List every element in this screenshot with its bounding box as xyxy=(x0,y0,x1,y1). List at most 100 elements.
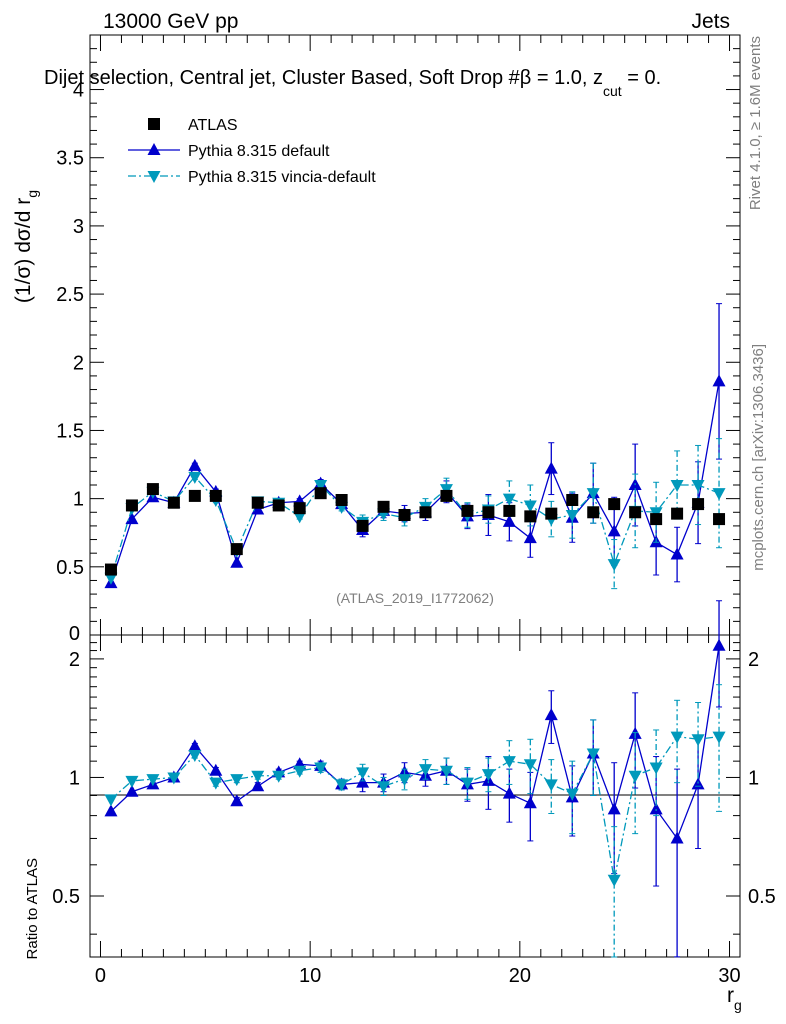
ratio-default-point xyxy=(523,796,537,809)
main-y-tick-label: 4 xyxy=(73,80,84,102)
legend-label: Pythia 8.315 default xyxy=(188,143,330,160)
x-label-sub: g xyxy=(734,997,742,1013)
ratio-vincia-point xyxy=(230,774,244,787)
main-data-point xyxy=(146,483,159,496)
ratio-y-tick-label: 2 xyxy=(69,649,80,671)
ratio-vincia-point xyxy=(398,774,412,787)
main-data-point xyxy=(440,489,453,502)
ratio-vincia-point xyxy=(418,764,432,777)
ratio-default-point xyxy=(251,779,265,792)
main-data-point xyxy=(482,506,495,519)
main-default-point xyxy=(523,531,537,544)
main-vincia-point xyxy=(502,493,516,506)
main-vincia-point xyxy=(314,480,328,492)
main-y-label-sub: g xyxy=(24,190,40,198)
ratio-vincia-point xyxy=(251,770,265,783)
main-data-point xyxy=(272,499,285,512)
main-series-group xyxy=(104,303,726,590)
ratio-vincia-point xyxy=(523,759,537,772)
main-data-point xyxy=(251,496,264,509)
main-data-point xyxy=(608,498,621,511)
ratio-vincia-point xyxy=(712,731,726,744)
ratio-default-point xyxy=(670,831,684,844)
ratio-y-tick-label: 0.5 xyxy=(52,886,80,908)
main-default-point xyxy=(712,374,726,387)
ratio-default-line xyxy=(110,645,720,840)
main-data-point xyxy=(188,489,201,502)
ratio-vincia-point xyxy=(544,779,558,792)
ratio-vincia-point xyxy=(502,756,516,769)
main-y-label-text: (1/σ) dσ/d r xyxy=(12,198,35,303)
ratio-default-point xyxy=(104,804,118,817)
main-default-point xyxy=(502,514,516,527)
main-data-point xyxy=(524,510,537,523)
legend-label: ATLAS xyxy=(188,117,238,134)
ratio-y-tick-label-right: 2 xyxy=(748,649,759,671)
ratio-default-point xyxy=(209,763,223,776)
main-vincia-point xyxy=(565,510,579,522)
ratio-default-point xyxy=(502,786,516,799)
main-y-tick-label: 1 xyxy=(73,489,84,511)
ratio-vincia-point xyxy=(670,731,684,744)
main-data-point xyxy=(209,489,222,502)
ratio-vincia-point xyxy=(565,788,579,801)
ratio-vincia-point xyxy=(607,874,621,887)
main-data-point xyxy=(335,494,348,506)
ratio-vincia-point xyxy=(272,770,286,783)
mcplots-label: mcplots.cern.ch [arXiv:1306.3436] xyxy=(750,344,767,571)
main-data-point xyxy=(398,509,411,521)
ratio-vincia-point xyxy=(481,769,495,782)
ratio-default-point xyxy=(356,775,370,788)
main-data-point xyxy=(713,513,726,526)
x-tick-label: 30 xyxy=(718,965,740,987)
legend-marker xyxy=(148,118,160,130)
ratio-vincia-point xyxy=(356,767,370,780)
main-data-point xyxy=(314,487,327,500)
subtitle-sub: cut xyxy=(603,83,622,99)
process-label: Jets xyxy=(691,10,730,33)
ratio-y-axis-label: Ratio to ATLAS xyxy=(24,858,41,959)
x-tick-label: 0 xyxy=(95,965,106,987)
main-data-point xyxy=(461,504,474,517)
ratio-default-point xyxy=(188,739,202,752)
ratio-default-point xyxy=(649,802,663,815)
main-vincia-point xyxy=(293,511,307,524)
main-default-point xyxy=(230,555,244,568)
x-axis-label: rg xyxy=(727,984,742,1013)
main-y-tick-label: 3.5 xyxy=(56,148,84,170)
ratio-vincia-point xyxy=(439,765,453,778)
ratio-vincia-point xyxy=(335,779,349,792)
legend-label: Pythia 8.315 vincia-default xyxy=(188,169,376,186)
main-default-line xyxy=(110,381,720,584)
main-data-point xyxy=(545,507,558,520)
main-y-tick-zero: 0 xyxy=(69,623,80,645)
legend-marker xyxy=(147,171,161,183)
main-data-point xyxy=(167,496,180,509)
main-data-point xyxy=(230,543,243,556)
main-y-tick-label: 2 xyxy=(73,352,84,374)
main-vincia-point xyxy=(712,488,726,501)
energy-label: 13000 GeV pp xyxy=(103,10,238,33)
main-default-point xyxy=(544,461,558,474)
x-tick-label: 10 xyxy=(299,965,321,987)
main-data-point xyxy=(419,506,432,519)
legend-marker xyxy=(147,143,161,155)
main-vincia-point xyxy=(523,500,537,513)
main-y-tick-label: 2.5 xyxy=(56,284,84,306)
main-data-point xyxy=(104,563,117,576)
main-y-axis-label: (1/σ) dσ/d rg xyxy=(12,190,40,303)
main-data-point xyxy=(377,500,390,513)
main-vincia-point xyxy=(607,559,621,572)
main-vincia-point xyxy=(586,488,600,501)
legend: ATLAS Pythia 8.315 default Pythia 8.315 vi… xyxy=(128,117,376,186)
main-data-point xyxy=(650,513,663,526)
ratio-vincia-point xyxy=(628,770,642,783)
main-vincia-line xyxy=(110,475,720,578)
ratio-default-point xyxy=(712,638,726,651)
x-label-text: r xyxy=(727,984,734,1007)
ratio-vincia-point xyxy=(377,781,391,794)
rivet-label: Rivet 4.1.0, ≥ 1.6M events xyxy=(747,36,764,210)
x-tick-label: 20 xyxy=(509,965,531,987)
main-vincia-point xyxy=(691,480,705,492)
